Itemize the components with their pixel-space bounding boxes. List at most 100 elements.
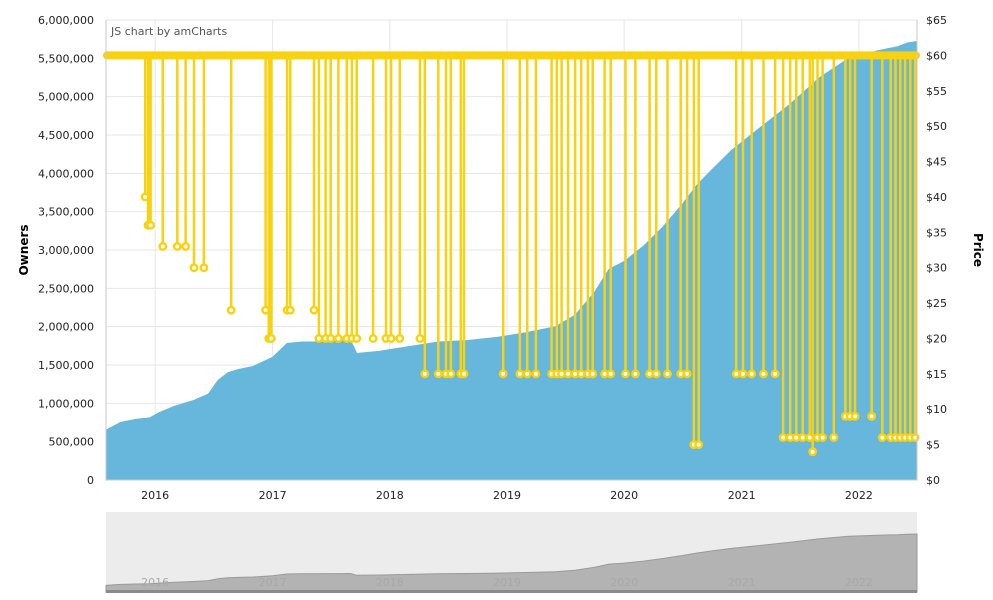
price-dip-point[interactable] xyxy=(515,369,525,379)
price-dip-point[interactable] xyxy=(226,305,236,315)
navigator-owners-area xyxy=(105,533,918,593)
price-dip-point[interactable] xyxy=(588,369,598,379)
y-right-tick-label: $50 xyxy=(926,120,947,133)
price-dip-point[interactable] xyxy=(433,369,443,379)
axis-ticks: 0 500,000 1,000,000 1,500,000 2,000,000 2,500… xyxy=(38,14,947,502)
y-left-tick-label: 2,000,000 xyxy=(38,321,94,334)
price-dip-point[interactable] xyxy=(808,447,818,457)
price-dip-point[interactable] xyxy=(778,433,788,442)
price-dip-point[interactable] xyxy=(522,369,532,379)
navigator-tick-label: 2020 xyxy=(610,576,638,589)
y-right-tick-label: $0 xyxy=(926,474,940,487)
price-dip-point[interactable] xyxy=(663,369,672,379)
price-dip-point[interactable] xyxy=(395,334,405,343)
amcharts-credit[interactable]: JS chart by amCharts xyxy=(110,25,227,38)
price-dip-point[interactable] xyxy=(563,369,573,379)
y-left-title: Owners xyxy=(17,224,31,275)
price-dip-point[interactable] xyxy=(158,242,168,251)
price-dip-point[interactable] xyxy=(446,369,456,379)
price-dip-point[interactable] xyxy=(630,369,640,379)
y-left-tick-label: 1,000,000 xyxy=(38,397,94,410)
y-right-tick-label: $10 xyxy=(926,403,947,416)
price-dip-point[interactable] xyxy=(747,369,757,379)
price-base-markers xyxy=(103,51,920,60)
y-right-title: Price xyxy=(971,233,985,267)
price-dip-point[interactable] xyxy=(694,440,704,450)
y-right-tick-label: $45 xyxy=(926,156,947,169)
y-right-tick-label: $30 xyxy=(926,262,947,275)
price-dip-point[interactable] xyxy=(146,220,156,230)
x-tick-label: 2017 xyxy=(259,489,287,502)
y-left-tick-label: 5,000,000 xyxy=(38,91,94,104)
price-dip-point[interactable] xyxy=(352,334,362,343)
y-left-tick-label: 3,000,000 xyxy=(38,244,94,257)
price-dip-point[interactable] xyxy=(606,369,616,379)
price-dip-point[interactable] xyxy=(682,369,692,379)
navigator-tick-label: 2016 xyxy=(141,576,169,589)
price-dip-point[interactable] xyxy=(420,369,430,379)
x-tick-label: 2018 xyxy=(376,489,404,502)
y-left-tick-label: 2,500,000 xyxy=(38,282,94,295)
x-tick-label: 2020 xyxy=(610,489,638,502)
navigator-tick-label: 2019 xyxy=(493,576,521,589)
y-right-tick-label: $55 xyxy=(926,85,947,98)
y-left-tick-label: 500,000 xyxy=(49,436,95,449)
owners-series[interactable] xyxy=(105,40,918,481)
price-dip-point[interactable] xyxy=(576,369,586,379)
price-dip-point[interactable] xyxy=(172,242,182,251)
y-left-tick-label: 4,000,000 xyxy=(38,167,94,180)
price-dip-point[interactable] xyxy=(459,369,469,379)
navigator-tick-label: 2022 xyxy=(845,576,873,589)
price-dip-point[interactable] xyxy=(386,334,396,343)
price-dip-point[interactable] xyxy=(261,305,271,315)
navigator-grip-bar[interactable] xyxy=(106,590,917,593)
price-dip-point[interactable] xyxy=(415,334,425,343)
y-right-tick-label: $35 xyxy=(926,226,947,239)
price-dip-point[interactable] xyxy=(651,369,661,379)
y-left-tick-label: 0 xyxy=(87,474,94,487)
price-dip-point[interactable] xyxy=(645,369,655,379)
price-dip-point[interactable] xyxy=(850,411,860,421)
y-left-tick-label: 3,500,000 xyxy=(38,206,94,219)
price-dip-point[interactable] xyxy=(199,263,209,273)
price-dip-point[interactable] xyxy=(621,369,630,379)
price-dip-point[interactable] xyxy=(877,433,887,442)
price-dip-point[interactable] xyxy=(309,305,319,315)
x-tick-label: 2021 xyxy=(728,489,756,502)
price-dip-point[interactable] xyxy=(759,369,768,379)
price-dip-point[interactable] xyxy=(731,369,741,379)
y-left-tick-label: 6,000,000 xyxy=(38,14,94,27)
y-right-tick-label: $40 xyxy=(926,191,947,204)
price-series[interactable] xyxy=(103,51,920,457)
price-dip-point[interactable] xyxy=(798,433,808,442)
price-dip-point[interactable] xyxy=(805,433,815,442)
price-dip-point[interactable] xyxy=(266,334,276,343)
y-left-tick-label: 1,500,000 xyxy=(38,359,94,372)
y-right-tick-label: $5 xyxy=(926,439,940,452)
price-dip-point[interactable] xyxy=(285,305,295,315)
price-dip-point[interactable] xyxy=(181,242,191,251)
price-dip-point[interactable] xyxy=(829,433,839,442)
price-dip-point[interactable] xyxy=(738,369,748,379)
price-dip-point[interactable] xyxy=(333,334,343,343)
price-dip-point[interactable] xyxy=(531,369,541,379)
price-dip-point[interactable] xyxy=(867,411,877,421)
y-right-tick-label: $60 xyxy=(926,49,947,62)
x-tick-label: 2022 xyxy=(845,489,873,502)
price-dip-point[interactable] xyxy=(368,334,378,343)
price-dip-point[interactable] xyxy=(770,369,780,379)
navigator-tick-label: 2018 xyxy=(376,576,404,589)
price-dip-point[interactable] xyxy=(314,334,324,343)
price-dip-point[interactable] xyxy=(326,334,336,343)
price-dip-point[interactable] xyxy=(818,433,828,442)
scrollbar-navigator[interactable]: 2016 2017 2018 2019 2020 2021 2022 xyxy=(105,512,918,593)
y-left-tick-label: 5,500,000 xyxy=(38,52,94,65)
x-tick-label: 2019 xyxy=(493,489,521,502)
navigator-tick-label: 2017 xyxy=(259,576,287,589)
owners-area[interactable] xyxy=(105,40,918,481)
price-dip-point[interactable] xyxy=(498,369,508,379)
y-right-tick-label: $65 xyxy=(926,14,947,27)
price-dip-point[interactable] xyxy=(189,263,199,273)
price-dip-point[interactable] xyxy=(140,192,150,202)
